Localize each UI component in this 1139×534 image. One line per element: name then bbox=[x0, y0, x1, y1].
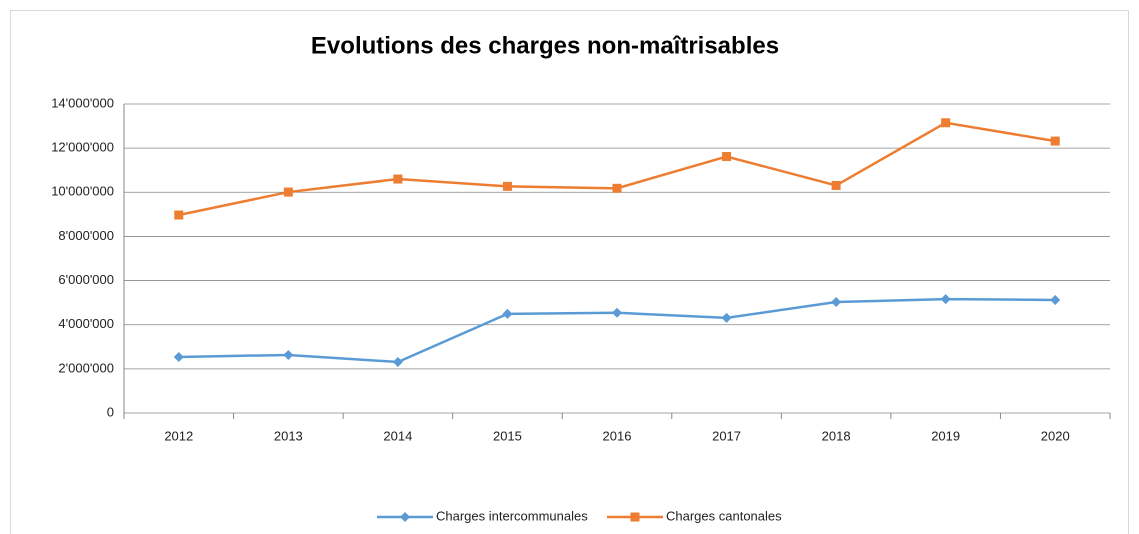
marker bbox=[283, 349, 294, 360]
x-tick-label: 2014 bbox=[383, 428, 412, 443]
y-tick-label: 2'000'000 bbox=[58, 360, 114, 375]
marker bbox=[612, 183, 622, 193]
marker bbox=[941, 118, 951, 128]
x-tick-label: 2019 bbox=[931, 428, 960, 443]
legend-label: Charges cantonales bbox=[666, 508, 782, 523]
marker bbox=[392, 357, 403, 368]
marker bbox=[174, 210, 184, 220]
marker bbox=[831, 180, 841, 190]
marker bbox=[502, 308, 513, 319]
marker bbox=[393, 174, 403, 184]
x-tick-label: 2017 bbox=[712, 428, 741, 443]
y-tick-label: 8'000'000 bbox=[58, 228, 114, 243]
y-tick-label: 4'000'000 bbox=[58, 316, 114, 331]
x-tick-label: 2013 bbox=[274, 428, 303, 443]
marker bbox=[1050, 136, 1060, 146]
x-tick-label: 2020 bbox=[1041, 428, 1070, 443]
marker bbox=[502, 181, 512, 191]
marker bbox=[1050, 294, 1061, 305]
marker bbox=[940, 294, 951, 305]
marker bbox=[721, 312, 732, 323]
marker bbox=[283, 187, 293, 197]
y-tick-label: 6'000'000 bbox=[58, 272, 114, 287]
x-tick-label: 2018 bbox=[822, 428, 851, 443]
x-tick-label: 2015 bbox=[493, 428, 522, 443]
x-tick-label: 2012 bbox=[164, 428, 193, 443]
y-tick-label: 0 bbox=[107, 404, 114, 419]
x-tick-label: 2016 bbox=[603, 428, 632, 443]
y-tick-label: 14'000'000 bbox=[51, 95, 114, 110]
legend-label: Charges intercommunales bbox=[436, 508, 588, 523]
marker bbox=[630, 512, 640, 522]
marker bbox=[400, 512, 410, 522]
marker bbox=[831, 296, 842, 307]
marker bbox=[173, 351, 184, 362]
chart-title: Evolutions des charges non-maîtrisables bbox=[311, 32, 779, 59]
chart-frame bbox=[10, 10, 1129, 534]
marker bbox=[612, 307, 622, 318]
y-tick-label: 12'000'000 bbox=[51, 140, 114, 155]
y-tick-label: 10'000'000 bbox=[51, 184, 114, 199]
marker bbox=[722, 152, 732, 162]
